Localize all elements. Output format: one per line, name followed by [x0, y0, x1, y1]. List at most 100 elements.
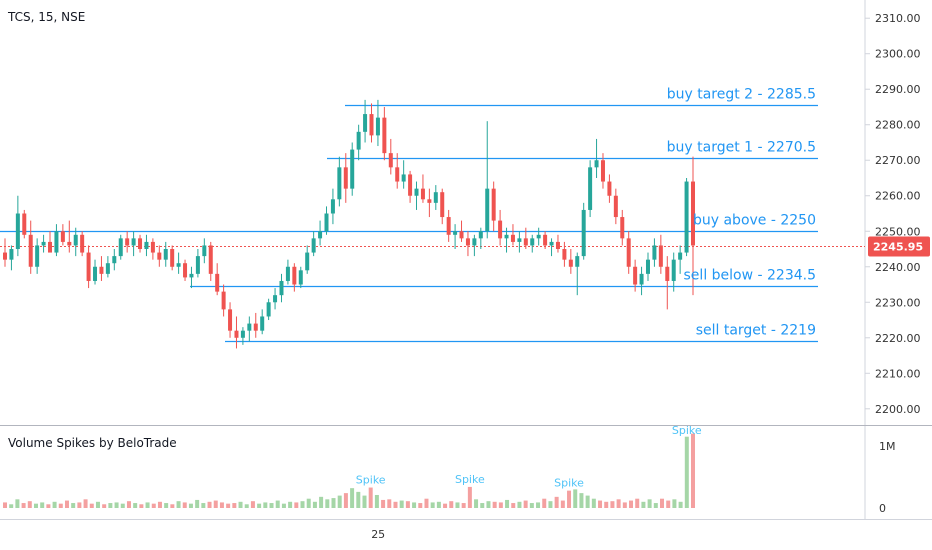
candle — [9, 245, 14, 271]
volume-bar — [641, 501, 646, 508]
candle — [73, 227, 78, 257]
candle-body — [575, 256, 580, 267]
candle — [125, 231, 130, 253]
candle — [414, 181, 419, 210]
volume-bar — [213, 500, 218, 508]
candle — [678, 245, 683, 274]
price-tick-label: 2210.00 — [875, 367, 921, 380]
candle — [292, 263, 297, 292]
candle-body — [446, 217, 451, 235]
candle — [60, 224, 65, 246]
volume-bar — [523, 500, 528, 508]
candle — [285, 259, 290, 285]
candle — [189, 266, 194, 289]
candle-body — [472, 238, 477, 246]
candle — [305, 245, 310, 274]
candle — [131, 231, 136, 257]
candle-body — [356, 131, 361, 150]
volume-bar — [182, 502, 187, 508]
candle — [363, 99, 368, 143]
candle — [266, 298, 271, 321]
candle — [613, 188, 618, 225]
volume-tick-label: 0 — [879, 502, 886, 515]
candle — [240, 327, 245, 345]
candle — [112, 249, 117, 271]
candle-body — [691, 181, 695, 246]
volume-bar — [343, 493, 348, 508]
candle — [401, 160, 406, 189]
candle-body — [639, 273, 644, 285]
level-label: buy above - 2250 — [693, 213, 816, 229]
candle-body — [536, 234, 541, 239]
candle — [318, 220, 323, 246]
volume-bar — [195, 499, 200, 508]
volume-bar — [102, 504, 107, 508]
candle-body — [388, 153, 393, 168]
volume-bar — [331, 498, 336, 508]
candle-body — [562, 249, 567, 260]
candle-body — [549, 241, 554, 246]
candle-body — [35, 245, 40, 267]
volume-bar — [542, 498, 547, 508]
candle — [170, 245, 175, 271]
volume-bar — [622, 502, 627, 508]
candle — [369, 103, 374, 143]
candle-body — [401, 174, 406, 182]
candle-body — [144, 241, 149, 250]
candle-body — [369, 114, 374, 136]
candle-body — [208, 245, 213, 274]
candle — [208, 241, 213, 281]
candle — [549, 238, 554, 257]
candle-body — [671, 259, 676, 281]
volume-bar — [325, 499, 330, 508]
volume-bar — [238, 501, 243, 508]
candle-body — [350, 149, 355, 189]
candle-body — [266, 302, 271, 317]
volume-bar — [207, 501, 212, 508]
candle-body — [607, 181, 612, 196]
price-tick-label: 2270.00 — [875, 154, 921, 167]
volume-bar — [529, 503, 534, 508]
price-tick-label: 2300.00 — [875, 48, 921, 61]
candle-body — [652, 245, 657, 260]
candle-body — [99, 266, 104, 274]
candle — [658, 234, 663, 274]
volume-bar — [374, 494, 379, 508]
current-price-badge — [868, 236, 930, 257]
volume-bar — [604, 501, 609, 508]
candle-body — [478, 231, 483, 239]
volume-bar — [666, 500, 671, 508]
volume-bar — [275, 500, 280, 508]
volume-bar — [585, 495, 590, 508]
candle-body — [157, 252, 162, 260]
spike-label: Spike — [554, 477, 584, 490]
volume-bar — [108, 503, 113, 508]
candle-body — [298, 270, 303, 285]
candle-body — [221, 291, 226, 310]
candle-body — [459, 231, 464, 239]
volume-bar — [52, 501, 57, 508]
candle — [395, 153, 400, 189]
volume-bar — [145, 502, 150, 508]
candle — [588, 160, 593, 218]
candle — [440, 188, 445, 225]
price-tick-label: 2200.00 — [875, 403, 921, 416]
candle-body — [253, 323, 258, 331]
candle-body — [440, 192, 445, 218]
volume-bar — [176, 501, 181, 508]
current-price-label: 2245.95 — [873, 241, 923, 254]
volume-bar — [567, 490, 572, 508]
volume-bar — [424, 498, 429, 508]
candle-body — [305, 252, 310, 271]
price-tick-label: 2280.00 — [875, 119, 921, 132]
candle-body — [93, 266, 98, 281]
candle-body — [318, 231, 323, 239]
volume-bar — [418, 503, 423, 508]
volume-bar — [635, 498, 640, 508]
candle — [581, 202, 586, 260]
candle — [671, 252, 676, 292]
price-tick-label: 2250.00 — [875, 225, 921, 238]
volume-bar — [517, 501, 522, 508]
candle-body — [395, 167, 400, 182]
